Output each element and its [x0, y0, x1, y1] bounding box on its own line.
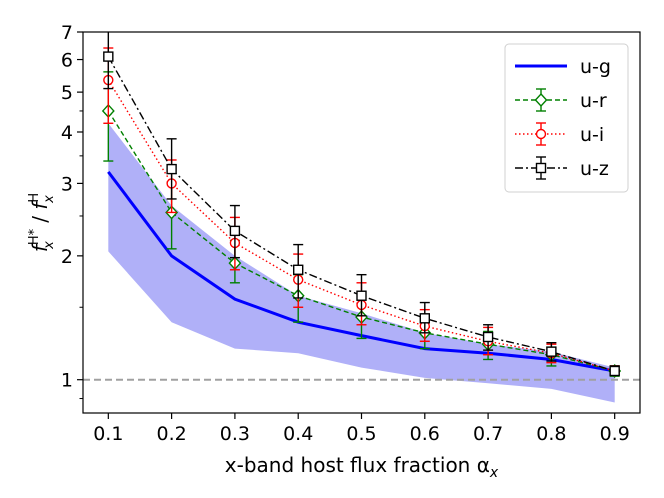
x-axis-label: x-band host flux fraction αx	[225, 453, 499, 481]
series-u-z	[103, 32, 620, 377]
data-point-u-z	[103, 51, 114, 62]
y-axis-label: fH*x / fHx	[27, 193, 57, 252]
x-tick-label: 0.8	[536, 423, 566, 445]
x-axis-label-subscript: x	[489, 465, 499, 481]
y-tick-label: 3	[61, 173, 73, 195]
y-tick-label: 2	[61, 246, 73, 268]
data-point-u-z	[609, 365, 620, 377]
x-tick-label: 0.1	[93, 423, 123, 445]
x-tick-label: 0.4	[283, 423, 313, 445]
x-tick-label: 0.9	[600, 423, 630, 445]
data-point-u-z	[356, 290, 367, 301]
legend-label-u-r: u-r	[580, 90, 607, 112]
y-tick-label: 1	[61, 370, 73, 392]
data-point-u-z	[229, 225, 241, 237]
legend-label-u-g: u-g	[580, 56, 611, 78]
y-axis-label-sub2: x	[42, 195, 57, 204]
axes: 0.1 0.2 0.3 0.4 0.5 0.6 0.7 0.8 0.9 1 2 3 4 5 6 7	[61, 22, 641, 445]
legend-label-u-z: u-z	[580, 158, 609, 180]
x-tick-label: 0.7	[473, 423, 503, 445]
y-axis-label-sup: H*	[27, 228, 42, 245]
legend-label-u-i: u-i	[580, 124, 604, 146]
y-axis-label-sub: x	[42, 241, 57, 250]
y-axis-label-slash: /	[28, 210, 52, 229]
y-axis-label-sup2: H	[27, 193, 42, 203]
data-point-u-z	[482, 331, 494, 343]
y-tick-label: 5	[61, 82, 73, 104]
legend-marker-u-z	[535, 162, 547, 174]
legend-marker-u-i	[535, 128, 547, 140]
x-tick-label: 0.6	[410, 423, 440, 445]
x-tick-label: 0.5	[346, 423, 376, 445]
x-tick-label: 0.2	[157, 423, 187, 445]
y-axis-label-f: f	[28, 242, 52, 252]
y-tick-label: 6	[61, 50, 73, 72]
data-point-u-z	[166, 163, 177, 175]
legend: u-g u-r u-i u-z	[504, 43, 629, 193]
confidence-band-u-g	[108, 123, 615, 403]
y-tick-label: 4	[61, 122, 73, 144]
plot-area	[83, 32, 640, 403]
legend-marker-u-r	[534, 92, 548, 108]
legend-box	[504, 43, 629, 193]
x-axis-label-text: x-band host flux fraction α	[225, 453, 490, 477]
data-point-u-z	[546, 346, 557, 357]
plot-clip-group	[83, 32, 640, 403]
y-tick-label: 7	[61, 22, 73, 44]
x-tick-label: 0.3	[220, 423, 250, 445]
data-point-u-z	[293, 264, 304, 275]
y-axis-label-f2: f	[28, 200, 52, 210]
data-point-u-z	[419, 313, 430, 324]
